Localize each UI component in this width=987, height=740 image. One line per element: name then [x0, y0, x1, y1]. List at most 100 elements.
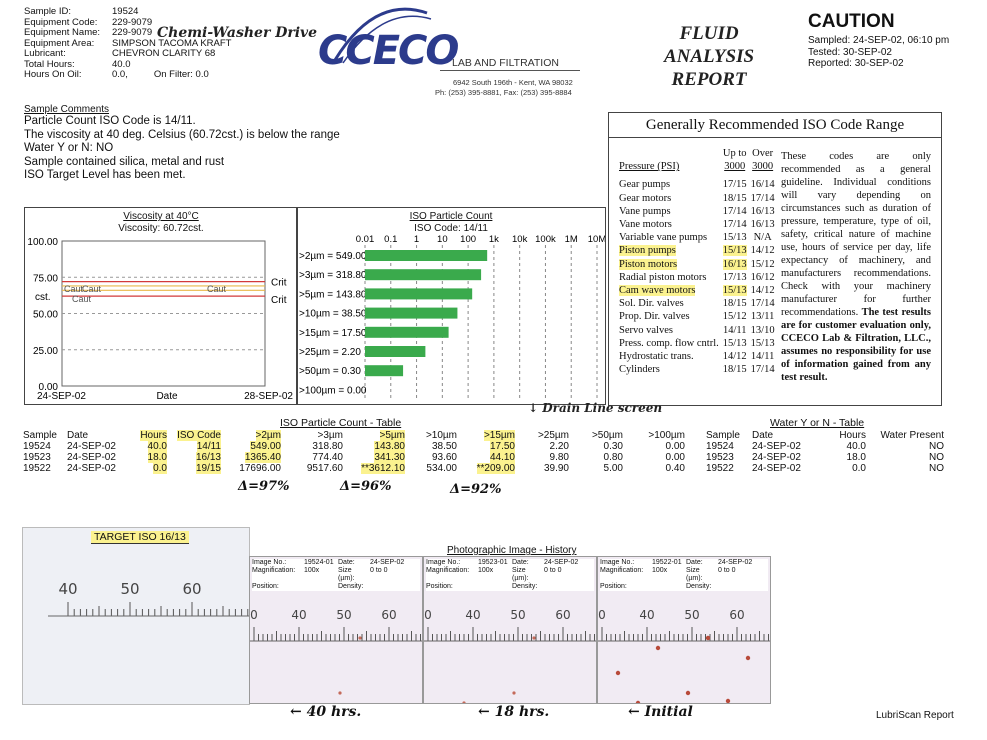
- header-label: Sample ID:: [24, 6, 71, 17]
- header-row: Lubricant: CHEVRON CLARITY 68: [24, 48, 324, 60]
- magnification: 100x: [478, 567, 494, 574]
- critical-label: Crit: [271, 295, 287, 306]
- particle-dot: [615, 670, 621, 676]
- caution-status: CAUTION: [808, 11, 895, 32]
- header-row: Total Hours: 40.0: [24, 59, 324, 71]
- table-cell: 17.50: [489, 441, 515, 452]
- upto-value: 15/13: [722, 232, 747, 244]
- particle-dot: [338, 691, 342, 695]
- ruler-label: 60: [555, 608, 570, 622]
- bar: [365, 326, 449, 338]
- upto-value: 18/15: [722, 364, 747, 376]
- iso-guide-row: Servo valves 14/11 13/10: [617, 324, 777, 337]
- upto-value: 17/14: [722, 205, 747, 217]
- over-value: 15/13: [750, 337, 775, 349]
- column-header: Hours: [839, 430, 866, 441]
- column-header: >5µm: [379, 430, 405, 441]
- photo-card: Image No.: 19523-01 Date: 24-SEP-02 Magnific…: [423, 556, 597, 704]
- meta-label: Magnification:: [600, 567, 644, 574]
- table-cell: 19523: [706, 452, 734, 463]
- particle-dot: [655, 645, 661, 651]
- iso-guide-row: Press. comp. flow cntrl. 15/13 15/13: [617, 337, 777, 350]
- table-row: 19524 24-SEP-02 40.0 NO: [703, 441, 947, 452]
- column-header: Date: [67, 430, 89, 441]
- viscosity-plot: 100.0075.0050.0025.000.00cst.CautCautCau…: [27, 237, 293, 402]
- tested-date: Tested: 30-SEP-02: [808, 46, 892, 58]
- bar: [365, 346, 426, 357]
- micrograph: 0 40 50 60: [250, 608, 422, 695]
- particle-dot: [635, 700, 641, 703]
- header-label: Hours On Oil:: [24, 69, 82, 80]
- header-value: 229-9079: [112, 16, 153, 28]
- magnification: 100x: [652, 567, 668, 574]
- y-axis-label: cst.: [35, 292, 51, 303]
- upto-value: 18/15: [722, 298, 747, 310]
- table-row: 19523 24-SEP-02 18.0 16/13 1365.40 774.40 341.…: [20, 452, 688, 463]
- component-name: Vane pumps: [619, 205, 671, 217]
- particle-table-title: ISO Particle Count - Table: [280, 417, 402, 429]
- table-cell: 24-SEP-02: [752, 452, 801, 463]
- upto-value: 15/13: [722, 285, 747, 297]
- x-tick-label: 0.01: [356, 234, 375, 245]
- header-row: Hours On Oil: 0.0, On Filter: 0.0: [24, 69, 324, 81]
- micrograph: 0 40 50 60: [424, 608, 596, 703]
- caption-18hrs: ← 18 hrs.: [478, 704, 550, 720]
- report-title-line2: REPORT: [671, 69, 747, 90]
- particle-dot: [745, 655, 751, 661]
- note-bold: The test results are for customer evalua…: [781, 307, 931, 383]
- y-tick-label: 25.00: [33, 346, 58, 357]
- particle-plot: 0.01 0.1 1 10 100 1k 10k 100k 1M 10M >2µm = 549.00…: [299, 234, 605, 399]
- caution-label: Caut: [64, 284, 84, 294]
- category-label: >3µm = 318.80: [299, 270, 367, 281]
- delta-note-2: Δ=96%: [340, 479, 392, 494]
- component-name: Press. comp. flow cntrl.: [619, 337, 719, 349]
- over-value: 14/11: [750, 351, 775, 363]
- header-value: CHEVRON CLARITY 68: [112, 48, 216, 59]
- table-row: 19522 24-SEP-02 0.0 19/15 17696.00 9517.60 **3…: [20, 463, 688, 474]
- logo-swoosh-icon: [333, 7, 432, 64]
- ruler-label: 40: [465, 608, 480, 622]
- over-value: 17/14: [750, 298, 775, 310]
- table-row: 19523 24-SEP-02 18.0 NO: [703, 452, 947, 463]
- iso-guide-row: Sol. Dir. valves 18/15 17/14: [617, 297, 777, 310]
- upto-value: 14/12: [722, 351, 747, 363]
- table-cell: 9.80: [549, 452, 569, 463]
- table-cell: 93.60: [431, 452, 457, 463]
- category-label: >25µm = 2.20: [299, 347, 361, 358]
- bar: [365, 250, 488, 261]
- table-cell: 0.0: [852, 463, 866, 474]
- x-tick-label: 10M: [588, 234, 605, 245]
- report-title-line1: FLUID ANALYSIS: [663, 23, 755, 67]
- photo-history-title: Photographic Image - History: [447, 545, 577, 556]
- upto-value: 17/14: [722, 219, 747, 231]
- table-cell: 0.40: [665, 463, 685, 474]
- x-end-label: 28-SEP-02: [244, 391, 293, 402]
- particle-table: Sample Date Hours ISO Code >2µm >3µm >5µm >10µm…: [20, 430, 688, 474]
- col-upto: Up to 3000: [722, 148, 747, 173]
- table-cell: 341.30: [374, 452, 405, 463]
- x-tick-label: 10k: [512, 234, 528, 245]
- caption-initial: ← Initial: [628, 704, 693, 720]
- meta-label: Position:: [600, 583, 627, 590]
- bar: [365, 269, 482, 281]
- ruler-label: 0: [598, 608, 606, 622]
- viscosity-title: Viscosity at 40°C: [123, 211, 199, 222]
- table-cell: 9517.60: [306, 463, 343, 474]
- category-label: >100µm = 0.00: [299, 385, 367, 396]
- equipment-name-note: Chemi-Washer Drive: [157, 25, 318, 41]
- logo-phone: Ph: (253) 395-8881, Fax: (253) 395-8884: [435, 88, 572, 97]
- table-cell: 0.80: [603, 452, 623, 463]
- footer-label: LubriScan Report: [876, 710, 954, 721]
- meta-label: Image No.:: [426, 559, 461, 566]
- ruler-label: 60: [182, 580, 201, 598]
- iso-guide-note: These codes are only recommended as a ge…: [781, 150, 931, 384]
- table-cell: 19522: [706, 463, 734, 474]
- col-pressure: Pressure (PSI): [619, 161, 680, 173]
- iso-guide-row: Piston pumps 15/13 14/12: [617, 244, 777, 257]
- ruler-label: 50: [684, 608, 699, 622]
- left-arrow-icon: ←: [478, 704, 490, 720]
- component-name: Hydrostatic trans.: [619, 351, 694, 363]
- column-header: >15µm: [483, 430, 515, 441]
- comment-line: Sample contained silica, metal and rust: [24, 155, 225, 168]
- column-header: >100µm: [648, 430, 685, 441]
